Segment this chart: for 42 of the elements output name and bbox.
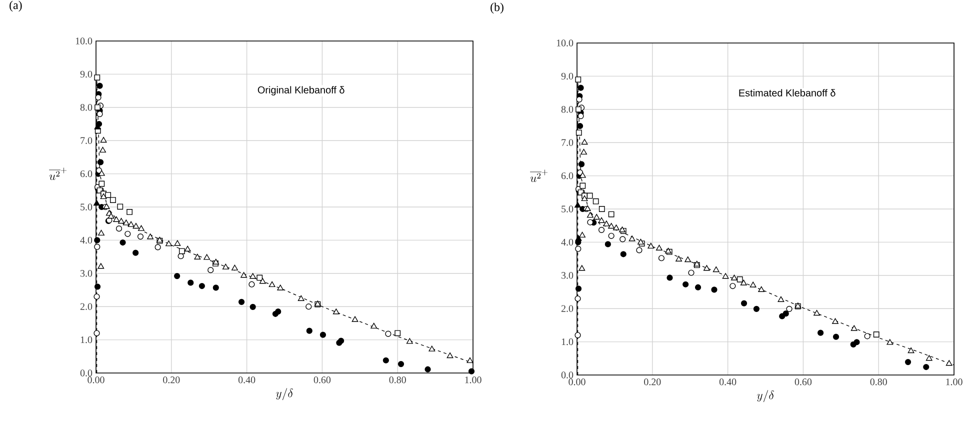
y-tick-label: 8.0: [80, 104, 92, 111]
y-tick-label: 9.0: [80, 70, 92, 78]
y-tick-label: 6.0: [80, 170, 92, 178]
y-tick-label: 5.0: [562, 206, 574, 212]
y-tick-label: 0.0: [561, 372, 574, 378]
x-tick-label: 1.00: [465, 376, 482, 384]
y-tick-label: 1.0: [80, 336, 92, 344]
x-tick-label: 0.60: [314, 376, 331, 384]
y-tick-label: 3.0: [80, 270, 92, 277]
x-tick-label: 0.20: [163, 376, 180, 384]
x-tick-label: 0.80: [870, 378, 887, 386]
y-tick-label: 1.0: [562, 338, 574, 346]
chart-title: (a): [10, 0, 22, 12]
x-tick-label: 0.40: [238, 376, 256, 384]
chart-title: (b): [490, 2, 504, 14]
x-tick-label: 1.00: [946, 378, 962, 386]
y-tick-label: 10.0: [556, 40, 574, 46]
x-tick-label: 0.80: [389, 376, 406, 384]
y-tick-label: 7.0: [80, 137, 92, 144]
y-tick-label: 10.0: [76, 38, 92, 44]
y-tick-label: 4.0: [80, 236, 92, 244]
annotation: Original Klebanoff δ: [258, 86, 344, 96]
x-tick-label: 0.00: [568, 378, 586, 386]
y-axis-title: $\overline{u^2}^+$: [49, 168, 67, 180]
x-tick-label: 0.00: [88, 376, 104, 384]
x-axis-title: $y/\delta$: [757, 390, 774, 402]
x-tick-label: 0.40: [719, 378, 736, 386]
y-tick-label: 6.0: [561, 172, 574, 180]
y-tick-label: 8.0: [561, 106, 574, 113]
y-tick-label: 9.0: [561, 72, 574, 80]
y-tick-label: 0.0: [80, 370, 92, 376]
y-tick-label: 5.0: [80, 204, 92, 210]
y-tick-label: 2.0: [80, 303, 92, 310]
x-tick-label: 0.60: [794, 378, 812, 386]
x-axis-title: $y/\delta$: [276, 388, 293, 400]
y-tick-label: 4.0: [561, 238, 574, 246]
y-tick-label: 7.0: [562, 139, 574, 146]
y-axis-title: $\overline{u^2}^+$: [530, 170, 548, 182]
x-tick-label: 0.20: [644, 378, 661, 386]
y-tick-label: 2.0: [561, 305, 574, 312]
annotation: Estimated Klebanoff δ: [739, 89, 836, 96]
y-tick-label: 3.0: [562, 272, 574, 279]
